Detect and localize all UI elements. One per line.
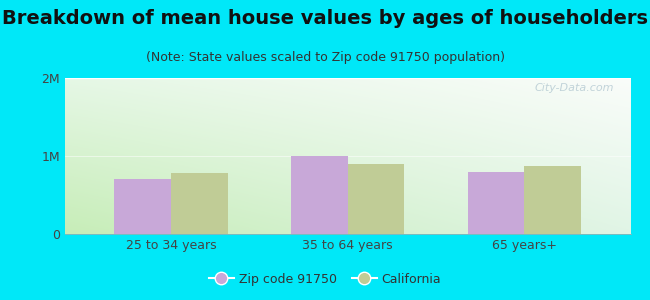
Bar bbox=[114, 179, 171, 234]
Legend: Zip code 91750, California: Zip code 91750, California bbox=[203, 268, 447, 291]
Text: City-Data.com: City-Data.com bbox=[534, 83, 614, 93]
Bar bbox=[291, 156, 348, 234]
Bar bbox=[171, 173, 228, 234]
Text: Breakdown of mean house values by ages of householders: Breakdown of mean house values by ages o… bbox=[2, 9, 648, 28]
Text: (Note: State values scaled to Zip code 91750 population): (Note: State values scaled to Zip code 9… bbox=[146, 51, 504, 64]
Bar bbox=[525, 166, 581, 234]
Bar bbox=[348, 164, 404, 234]
Bar bbox=[468, 172, 525, 234]
